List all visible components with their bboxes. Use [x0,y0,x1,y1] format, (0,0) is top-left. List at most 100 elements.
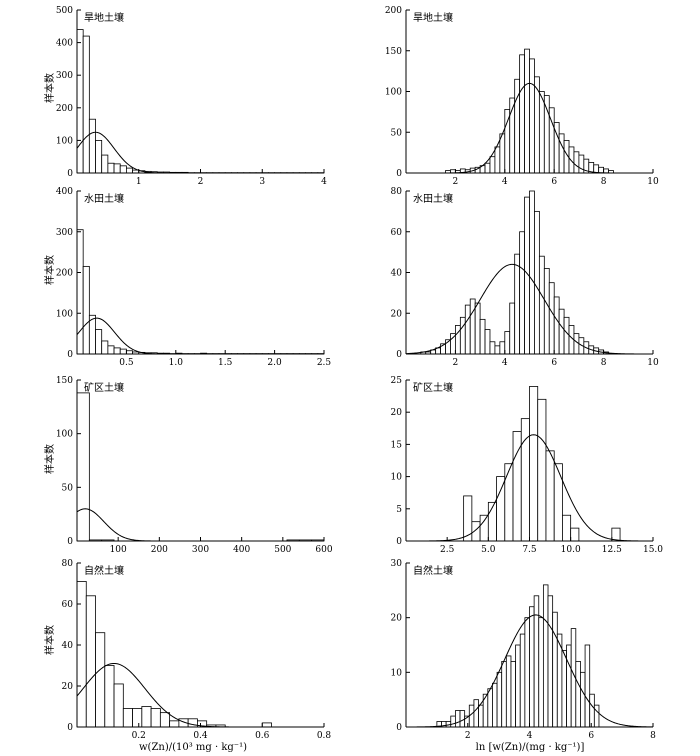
histogram-bar [529,386,539,542]
histogram-bar [76,392,90,542]
histogram-bar [529,606,535,728]
x-tick-label: 5.0 [481,545,496,555]
histogram-bar [169,720,180,728]
histogram-bar [504,331,511,355]
normal-fit-curve [405,263,653,355]
histogram-bar [566,644,572,728]
histogram-bar [489,341,496,355]
histogram-bar [553,463,563,542]
y-tick-label: 200 [56,269,73,279]
x-tick-label: 0.6 [255,731,270,741]
histogram-bar [459,316,466,355]
x-tick-label: 1.5 [218,358,233,368]
histogram-bar [529,58,535,174]
y-tick-label: 30 [391,559,403,569]
histogram-bar [584,644,591,728]
x-tick-label: 2.5 [317,358,332,368]
y-tick-label: 0 [396,169,402,179]
histogram-bar [496,476,506,542]
histogram-bar [547,595,554,728]
histogram-bar [593,704,600,728]
histogram-bar [573,151,580,174]
x-tick-label: 10 [647,177,659,187]
y-tick-label: 60 [391,228,403,238]
y-tick-label: 10 [391,473,403,483]
histogram-bar [122,708,133,728]
histogram-bar [538,617,544,728]
histogram-bar [85,595,96,728]
y-tick-label: 20 [62,682,74,692]
histogram-bar [534,210,540,355]
histogram-bar [159,712,171,728]
panel-title: 水田土壤 [84,192,124,205]
histogram-bar [150,708,161,728]
y-tick-label: 100 [56,430,73,440]
histogram-bar [548,282,555,355]
x-tick-label: 200 [151,545,168,555]
histogram-bar [487,688,493,728]
histogram-bar [519,54,525,174]
histogram-bar [519,231,525,355]
histogram-bar [543,95,550,174]
panel-dryland-log: 0 50 100 150 200 2 4 6 8 10 旱地土壤 [385,6,659,187]
panel-title: 旱地土壤 [413,11,453,24]
y-axis-label: 样本数 [43,255,56,285]
histogram-bar [95,632,106,728]
histogram-bar [484,329,491,355]
x-tick-label: 2 [453,177,459,187]
histogram-bar [499,341,506,355]
histogram-bar [504,463,514,542]
y-tick-label: 40 [62,641,74,651]
histogram-bar [570,527,580,542]
histogram-bar [504,109,511,174]
histogram-bar [119,348,127,355]
histogram-bar [538,91,545,174]
histogram-bar [589,693,595,728]
histogram-bar [575,661,581,728]
x-tick-label: 6 [551,358,557,368]
histogram-bar [492,682,498,728]
y-tick-label: 200 [56,104,73,114]
y-tick-label: 0 [396,723,402,733]
histogram-bar [469,298,476,355]
histogram-bar [76,229,84,355]
histogram-bar [558,133,565,174]
panel-title: 矿区土壤 [413,381,453,394]
y-tick-label: 100 [385,88,402,98]
x-axis-label-left: w(Zn)/(10³ mg · kg⁻¹) [139,742,247,753]
histogram-bar [509,302,516,355]
y-tick-label: 100 [56,136,73,146]
panel-title: 水田土壤 [413,192,453,205]
x-tick-label: 2 [465,731,471,741]
y-tick-label: 150 [56,376,73,386]
x-tick-label: 4 [321,177,327,187]
y-tick-label: 25 [391,376,403,386]
histogram-bar [479,514,489,542]
y-tick-label: 0 [396,537,402,547]
histogram-bar [474,302,481,355]
y-tick-label: 50 [62,483,74,493]
histogram-bar [104,665,115,728]
histogram-bar [107,345,115,355]
histogram-bar [464,304,471,355]
x-tick-label: 1 [136,177,142,187]
panel-title: 自然土壤 [84,564,124,577]
panel-natural-raw: 0 20 40 60 80 0.2 0.4 0.6 0.8 自然土壤 [62,559,332,741]
x-tick-label: 600 [315,545,332,555]
y-tick-label: 5 [396,505,402,515]
histogram-bar [489,156,496,174]
x-tick-label: 8 [601,358,607,368]
histogram-bar [578,154,585,174]
histogram-bar [514,253,521,355]
y-tick-label: 0 [67,169,73,179]
histogram-bar [76,29,84,174]
y-axis-label: 样本数 [43,444,56,474]
x-tick-label: 100 [110,545,127,555]
histogram-bar [261,722,272,728]
y-tick-label: 10 [391,668,403,678]
x-tick-label: 300 [192,545,209,555]
x-tick-label: 0.4 [193,731,208,741]
y-tick-label: 0 [67,723,73,733]
y-tick-label: 20 [391,408,403,418]
x-tick-label: 4 [527,731,533,741]
